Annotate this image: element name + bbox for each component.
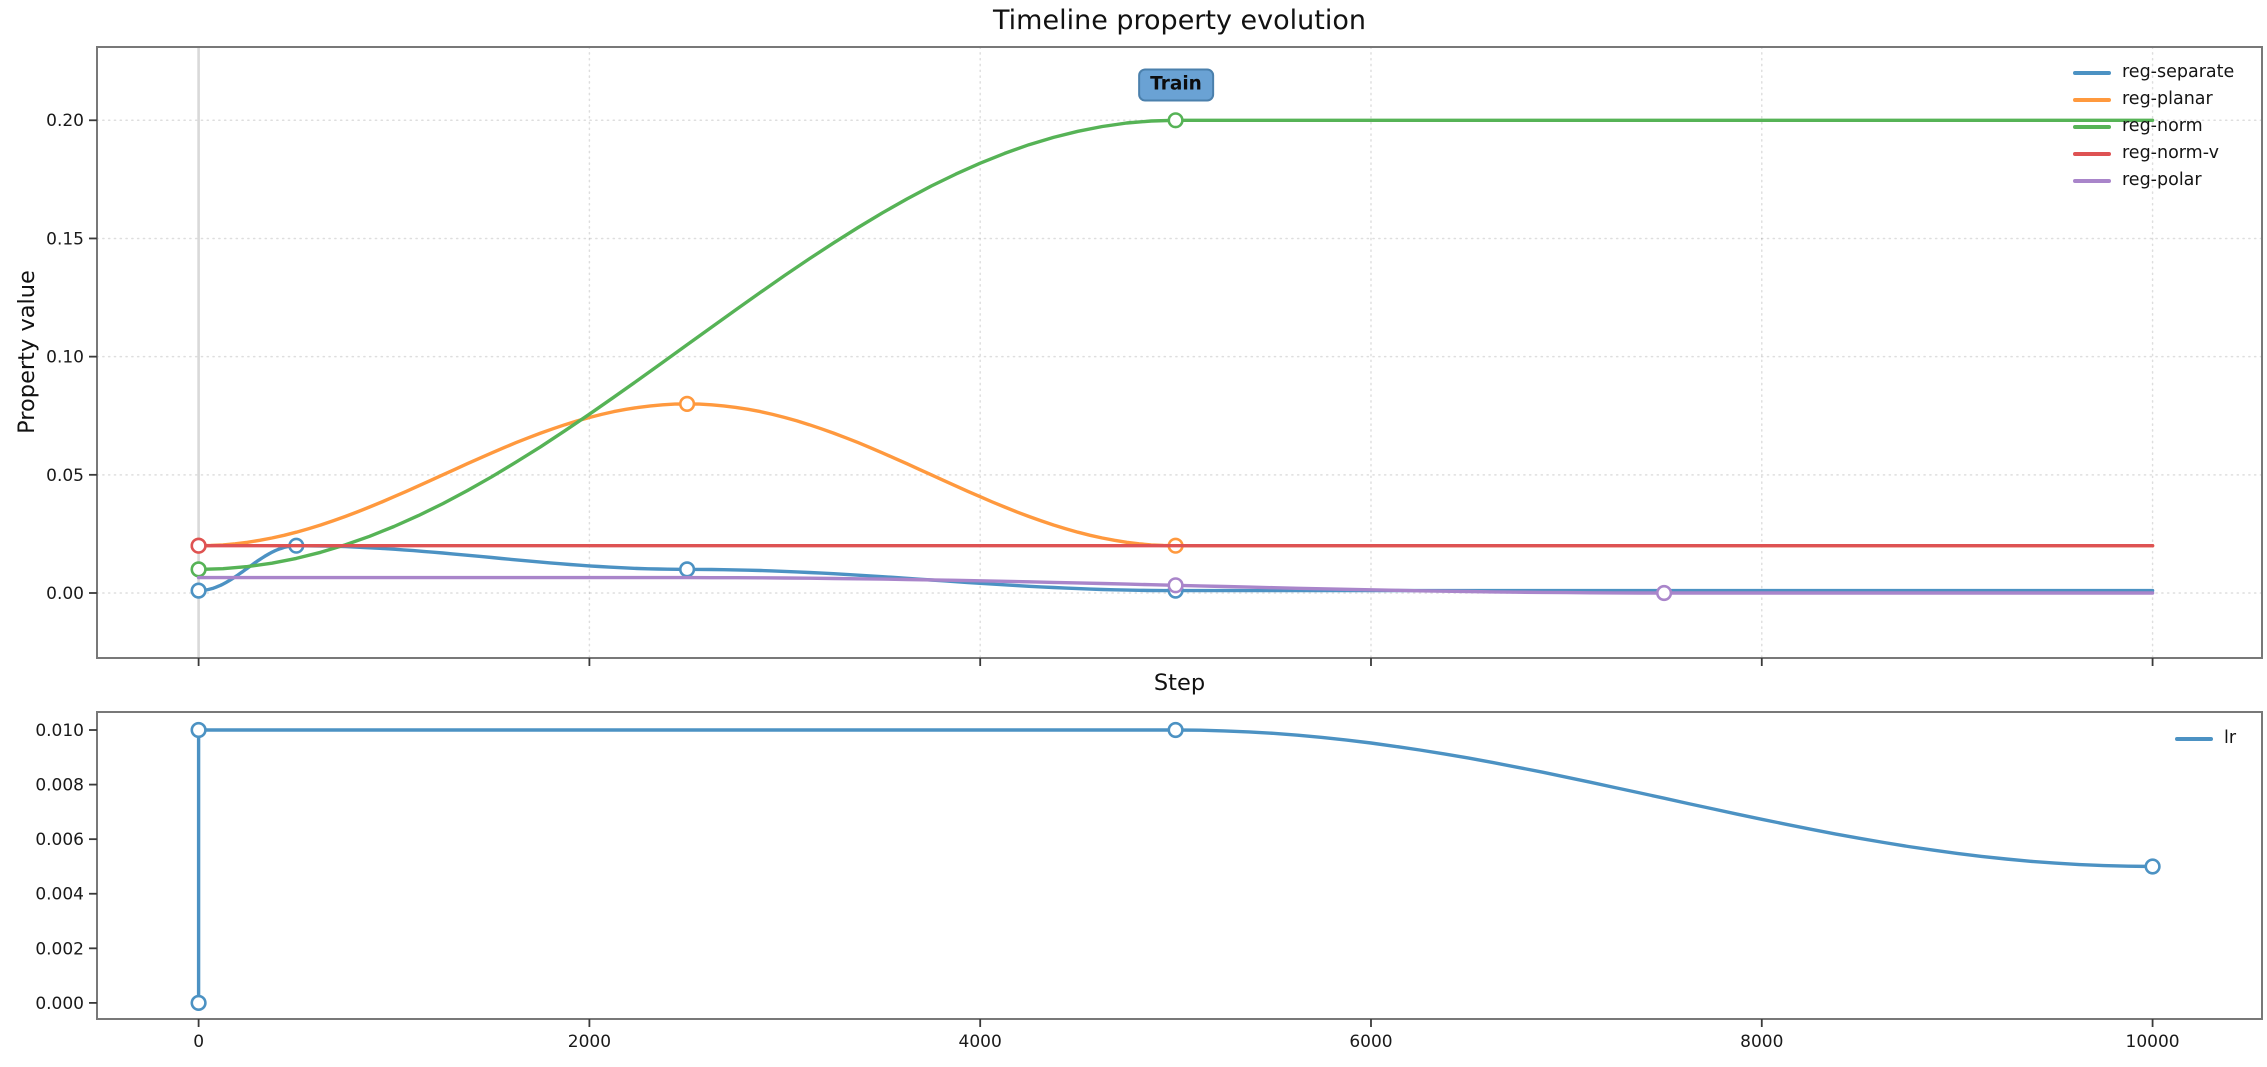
data-point-marker-reg-norm [190, 561, 207, 578]
legend-line-sample [2175, 736, 2213, 741]
legend-line-sample [2073, 178, 2111, 183]
axis-ticks [89, 729, 2154, 1027]
legend-top: reg-separate reg-planar reg-norm reg-norm-v… [2073, 59, 2234, 194]
y-tick-label: 0.006 [35, 830, 84, 850]
legend-item-reg-planar: reg-planar [2073, 86, 2234, 113]
y-tick-label: 0.20 [46, 111, 84, 131]
data-point-marker-lr [190, 994, 207, 1012]
y-tick-label: 0.008 [35, 776, 84, 796]
bottom-plot: 0 2000 4000 6000 8000 10000 0.000 0.002 0.004 0.0… [35, 711, 2263, 1052]
axes-spines [96, 711, 2263, 1020]
x-tick-label: 0 [193, 1032, 204, 1052]
legend-label: reg-planar [2122, 88, 2213, 109]
y-axis-label: Property value [14, 270, 40, 434]
x-axis-label: Step [1153, 670, 1206, 696]
legend-label: reg-norm [2122, 115, 2203, 136]
y-tick-label: 0.002 [35, 939, 84, 959]
data-point-marker-reg-norm-v [190, 537, 207, 554]
legend-label: reg-separate [2122, 61, 2235, 82]
legend-bottom: lr [2175, 725, 2236, 752]
data-point-marker-reg-separate [190, 582, 207, 599]
gridlines [96, 46, 2263, 659]
data-point-marker-lr [1167, 721, 1184, 739]
legend-line-sample [2073, 124, 2111, 129]
axis-ticks [89, 119, 2154, 666]
x-tick-label: 6000 [1349, 1032, 1392, 1052]
x-tick-label: 10000 [2126, 1032, 2180, 1052]
legend-label: reg-polar [2122, 169, 2202, 190]
train-annotation: Train [1138, 68, 1214, 102]
legend-item-reg-separate: reg-separate [2073, 59, 2234, 86]
x-tick-label: 8000 [1740, 1032, 1783, 1052]
legend-line-sample [2073, 151, 2111, 156]
x-tick-label: 2000 [568, 1032, 611, 1052]
data-point-marker-reg-norm [1167, 112, 1184, 129]
series-line-reg-norm [196, 118, 2155, 572]
axes-spines [96, 46, 2263, 659]
data-point-marker-lr [2144, 858, 2161, 875]
data-point-marker-reg-planar [678, 395, 696, 413]
top-plot: 0.00 0.05 0.10 0.15 0.20 [46, 46, 2263, 666]
y-tick-label: 0.004 [35, 885, 84, 905]
data-point-marker-lr [190, 721, 207, 739]
y-tick-label: 0.000 [35, 994, 84, 1014]
legend-line-sample [2073, 97, 2111, 102]
chart-title: Timeline property evolution [993, 5, 1366, 36]
legend-item-reg-norm-v: reg-norm-v [2073, 140, 2234, 167]
data-point-marker-reg-separate [678, 561, 696, 578]
y-tick-label: 0.15 [46, 229, 84, 249]
legend-label: reg-norm-v [2122, 142, 2219, 163]
legend-item-lr: lr [2175, 725, 2236, 752]
y-tick-label: 0.00 [46, 584, 84, 604]
y-tick-label: 0.10 [46, 348, 84, 368]
data-point-marker-reg-polar [1655, 584, 1673, 602]
y-tick-label: 0.05 [46, 466, 84, 486]
y-tick-label: 0.010 [35, 721, 84, 741]
x-tick-label: 4000 [959, 1032, 1002, 1052]
legend-item-reg-polar: reg-polar [2073, 167, 2234, 194]
data-point-marker-reg-polar [1167, 577, 1184, 594]
legend-label: lr [2224, 727, 2237, 748]
legend-item-reg-norm: reg-norm [2073, 113, 2234, 140]
legend-line-sample [2073, 70, 2111, 75]
series-line-lr [196, 728, 2155, 1005]
